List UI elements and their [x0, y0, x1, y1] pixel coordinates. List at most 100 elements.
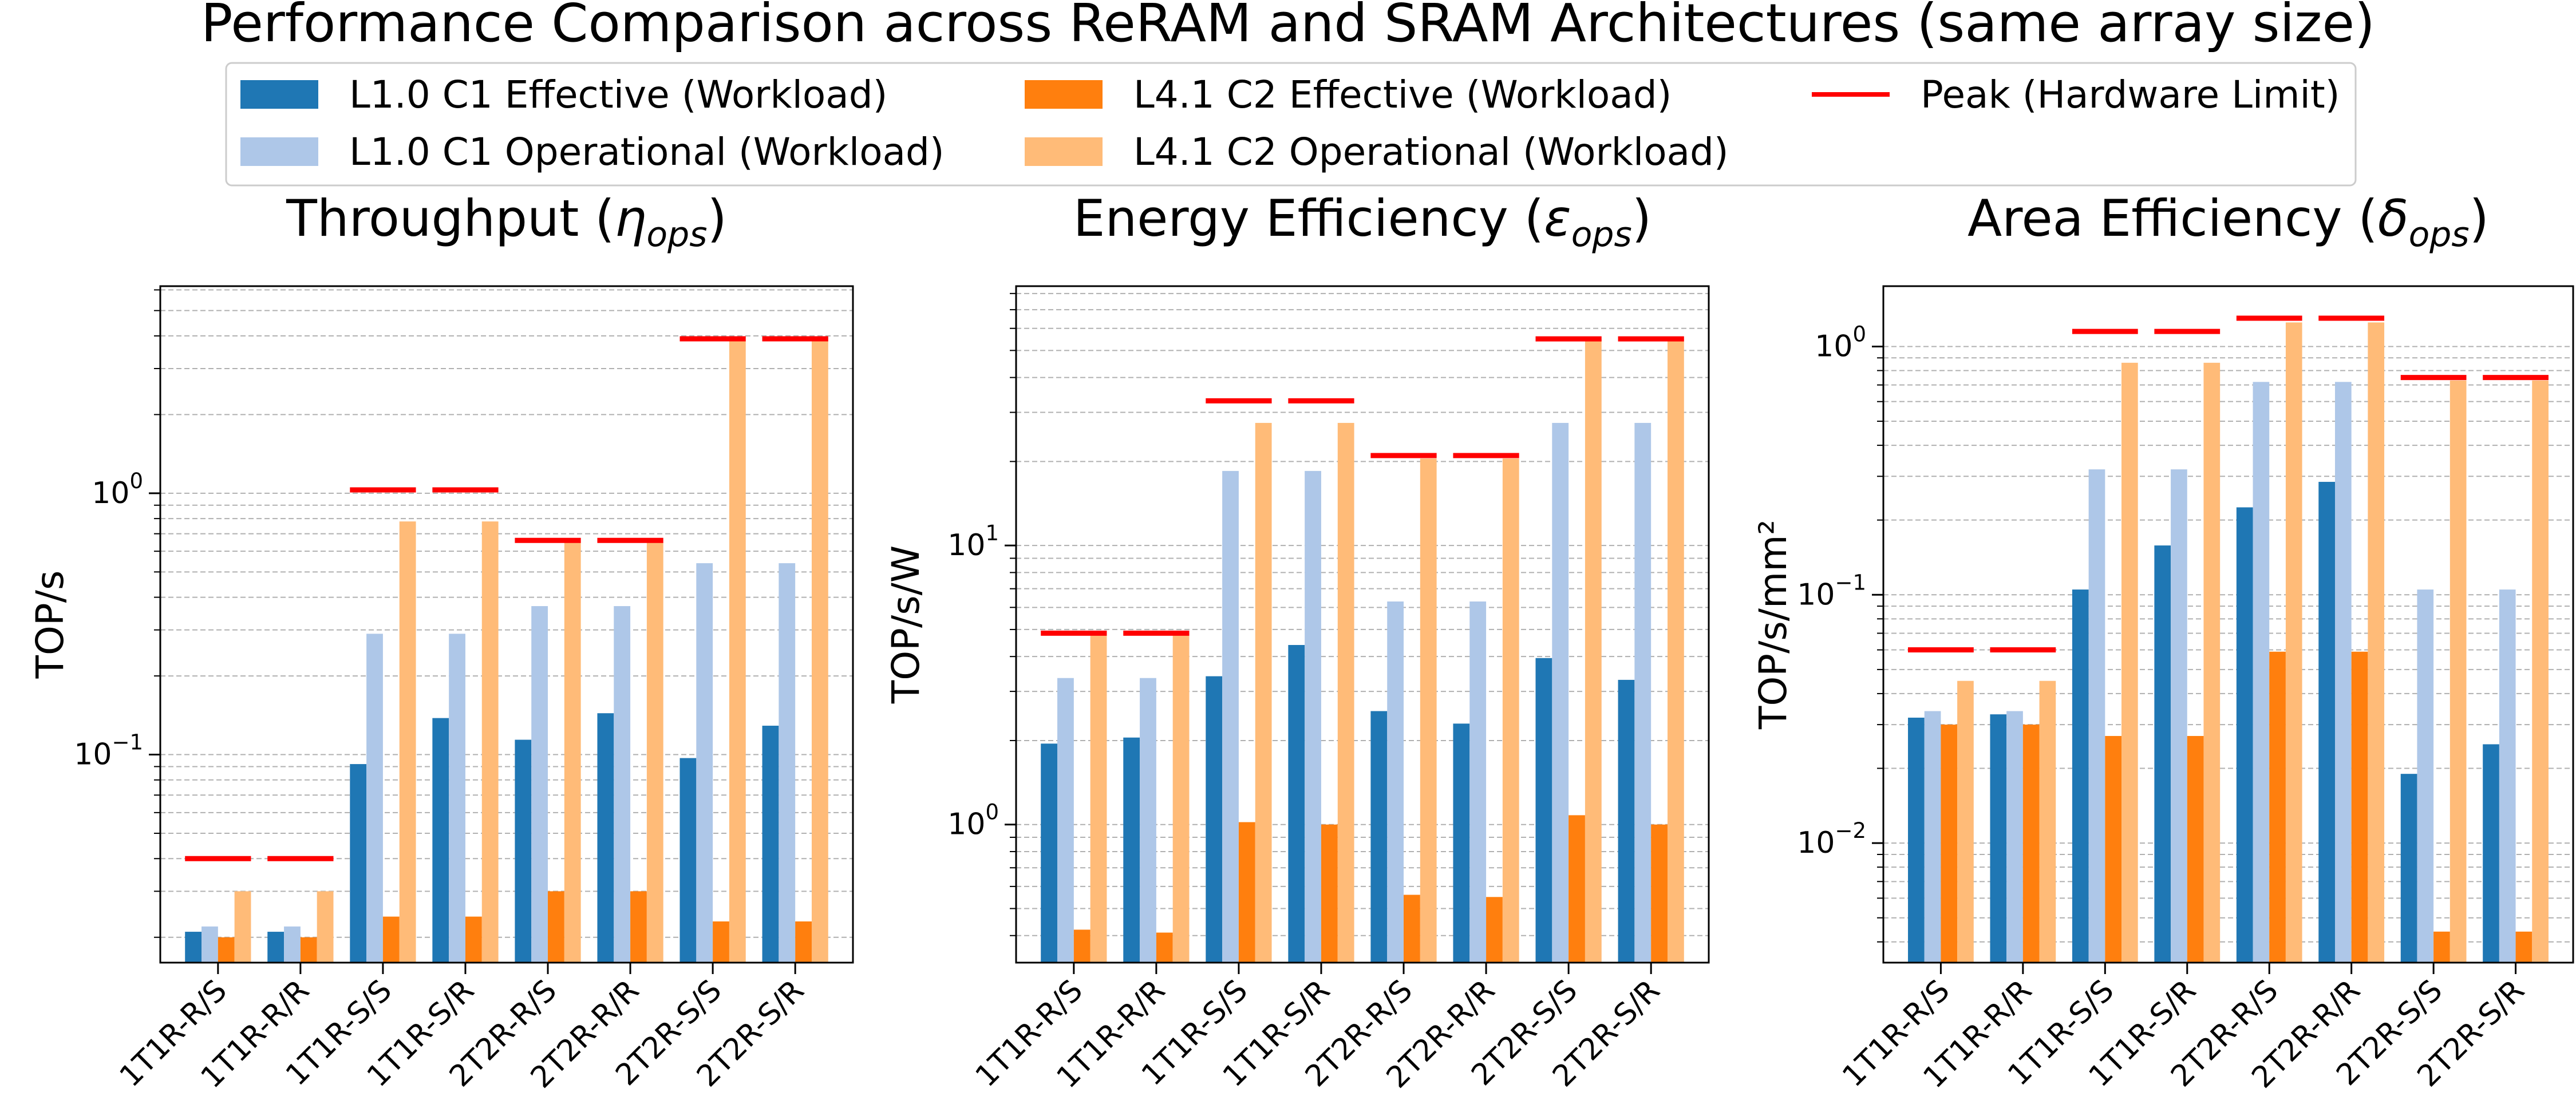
bar-2t2r-r-s-l1-0-c1-effective-workload: [1370, 711, 1388, 963]
y-tick-label: 10−1: [74, 730, 143, 772]
panel-title: Area Efficiency (δops): [1967, 189, 2489, 255]
panel-title-text: Energy Efficiency (: [1073, 189, 1544, 248]
bar-1t1r-r-s-l4-1-c2-effective-workload: [1941, 725, 1958, 963]
axes-frame: [1015, 285, 1710, 964]
legend-entry-l1-0-c1-operational-workload: L1.0 C1 Operational (Workload): [240, 130, 945, 174]
panel-title-symbol: ε: [1544, 189, 1571, 248]
bar-2t2r-r-s-l4-1-c2-effective-workload: [1404, 895, 1420, 963]
legend-entry-l4-1-c2-effective-workload: L4.1 C2 Effective (Workload): [1025, 73, 1672, 117]
bar-2t2r-r-s-l1-0-c1-effective-workload: [515, 739, 532, 963]
panel-title-close: ): [1632, 189, 1652, 248]
bar-1t1r-r-s-l4-1-c2-effective-workload: [1073, 929, 1091, 963]
panel-title: Energy Efficiency (εops): [1073, 189, 1652, 255]
bar-1t1r-s-r-l1-0-c1-operational-workload: [2171, 469, 2187, 963]
bar-1t1r-s-s-l1-0-c1-effective-workload: [1206, 676, 1223, 963]
panel-title-subscript: ops: [1571, 215, 1632, 255]
axes-frame: [1882, 285, 2574, 964]
y-axis-label: TOP/s: [28, 571, 72, 679]
panel-title-close: ): [2470, 189, 2489, 248]
bar-1t1r-s-s-l4-1-c2-effective-workload: [2105, 735, 2122, 963]
bar-2t2r-s-s-l4-1-c2-effective-workload: [713, 921, 729, 963]
bar-2t2r-s-s-l4-1-c2-effective-workload: [2433, 931, 2450, 963]
bar-1t1r-s-s-l4-1-c2-operational-workload: [1255, 422, 1272, 963]
y-tick-label: 100: [1815, 322, 1866, 363]
bar-2t2r-s-r-l1-0-c1-operational-workload: [2499, 589, 2516, 963]
bar-1t1r-r-r-l4-1-c2-operational-workload: [2039, 680, 2056, 963]
minor-ticks: [149, 289, 160, 938]
bar-1t1r-r-r-l1-0-c1-effective-workload: [267, 932, 285, 963]
peak-lines: [1908, 315, 2549, 653]
panel-title-text: Throughput (: [286, 189, 614, 248]
bar-1t1r-s-r-l4-1-c2-effective-workload: [465, 916, 482, 963]
axes-frame: [159, 285, 854, 964]
legend-label: L1.0 C1 Effective (Workload): [349, 73, 887, 117]
bar-2t2r-r-r-l1-0-c1-effective-workload: [597, 713, 614, 963]
y-tick-base: 10: [1797, 577, 1835, 612]
bars: [1908, 322, 2549, 963]
legend-color-swatch: [1025, 137, 1103, 166]
bar-2t2r-r-r-l4-1-c2-operational-workload: [1502, 458, 1519, 963]
bar-2t2r-r-s-l1-0-c1-effective-workload: [2236, 507, 2253, 963]
bar-2t2r-s-s-l4-1-c2-operational-workload: [1585, 339, 1602, 963]
bar-2t2r-r-s-l1-0-c1-operational-workload: [2253, 382, 2270, 963]
bar-1t1r-r-s-l1-0-c1-effective-workload: [1908, 717, 1925, 963]
legend-label: L4.1 C2 Operational (Workload): [1133, 130, 1729, 174]
bar-1t1r-r-r-l4-1-c2-operational-workload: [1172, 634, 1190, 963]
bar-1t1r-r-s-l1-0-c1-operational-workload: [1057, 678, 1074, 963]
y-tick-exponent: −1: [112, 730, 143, 755]
bar-2t2r-r-r-l1-0-c1-operational-workload: [614, 606, 631, 963]
bar-1t1r-r-r-l4-1-c2-effective-workload: [300, 937, 317, 963]
panel-title: Throughput (ηops): [286, 189, 727, 255]
bar-2t2r-r-s-l1-0-c1-operational-workload: [531, 606, 548, 963]
bar-2t2r-s-s-l1-0-c1-operational-workload: [2417, 589, 2434, 963]
bar-2t2r-s-s-l4-1-c2-operational-workload: [2449, 380, 2467, 963]
bar-1t1r-r-r-l1-0-c1-effective-workload: [1990, 714, 2007, 963]
y-tick-label: 100: [92, 469, 143, 510]
bar-1t1r-s-s-l4-1-c2-effective-workload: [1238, 822, 1255, 963]
legend-label: Peak (Hardware Limit): [1921, 73, 2340, 117]
bar-1t1r-r-r-l1-0-c1-operational-workload: [1140, 678, 1156, 963]
bar-1t1r-r-s-l4-1-c2-operational-workload: [1957, 680, 1974, 963]
y-tick-exponent: 0: [985, 800, 999, 825]
bar-1t1r-s-r-l1-0-c1-operational-workload: [449, 634, 465, 963]
y-tick-exponent: −1: [1835, 570, 1866, 595]
bar-1t1r-r-r-l1-0-c1-effective-workload: [1123, 737, 1140, 963]
bar-1t1r-s-s-l4-1-c2-operational-workload: [399, 521, 416, 963]
bar-1t1r-s-s-l1-0-c1-operational-workload: [366, 634, 383, 963]
bar-1t1r-r-r-l1-0-c1-operational-workload: [284, 926, 301, 963]
bar-1t1r-r-s-l1-0-c1-operational-workload: [202, 926, 218, 963]
legend-entry-l1-0-c1-effective-workload: L1.0 C1 Effective (Workload): [240, 73, 887, 117]
bar-1t1r-s-r-l1-0-c1-effective-workload: [1288, 644, 1305, 963]
panel-title-symbol: δ: [2378, 189, 2409, 248]
bar-1t1r-s-r-l4-1-c2-operational-workload: [1337, 422, 1354, 963]
bar-1t1r-s-s-l1-0-c1-effective-workload: [2072, 589, 2089, 963]
bar-2t2r-s-r-l1-0-c1-operational-workload: [779, 563, 796, 963]
bar-2t2r-r-r-l4-1-c2-effective-workload: [2351, 651, 2368, 963]
bar-2t2r-s-r-l4-1-c2-effective-workload: [1651, 824, 1668, 963]
bar-2t2r-r-s-l4-1-c2-effective-workload: [548, 891, 564, 963]
y-tick-exponent: 0: [129, 469, 143, 493]
y-tick-label: 10−1: [1797, 570, 1866, 612]
y-tick-base: 10: [74, 738, 112, 772]
minor-ticks: [1005, 292, 1016, 936]
bar-2t2r-s-s-l1-0-c1-operational-workload: [696, 563, 713, 963]
y-tick-exponent: −2: [1835, 818, 1866, 843]
panel-title-subscript: ops: [2409, 215, 2470, 255]
y-tick-label: 100: [947, 800, 999, 842]
legend-entry-peak-hardware-limit: Peak (Hardware Limit): [1812, 73, 2340, 117]
bar-2t2r-s-s-l1-0-c1-effective-workload: [1535, 658, 1552, 963]
y-tick-label: 10−2: [1797, 818, 1866, 860]
legend-label: L1.0 C1 Operational (Workload): [349, 130, 945, 174]
bar-2t2r-r-s-l1-0-c1-operational-workload: [1387, 601, 1404, 963]
y-tick-base: 10: [1815, 329, 1852, 363]
legend-color-swatch: [240, 80, 318, 109]
bar-2t2r-s-r-l1-0-c1-effective-workload: [2483, 744, 2499, 963]
legend: L1.0 C1 Effective (Workload) L1.0 C1 Oper…: [225, 62, 2357, 187]
bar-1t1r-r-r-l4-1-c2-effective-workload: [2022, 725, 2040, 963]
bar-1t1r-r-s-l1-0-c1-operational-workload: [1924, 711, 1941, 963]
bar-2t2r-s-s-l4-1-c2-operational-workload: [729, 340, 746, 963]
bar-1t1r-s-s-l1-0-c1-effective-workload: [350, 764, 367, 963]
bar-1t1r-s-s-l1-0-c1-operational-workload: [2088, 469, 2105, 963]
bar-2t2r-s-s-l1-0-c1-effective-workload: [679, 758, 697, 963]
